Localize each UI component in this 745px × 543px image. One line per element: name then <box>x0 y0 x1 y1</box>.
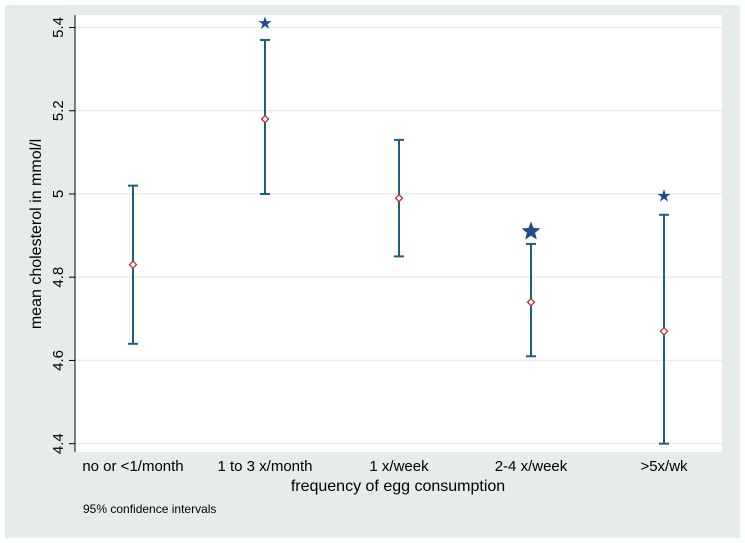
mean-marker <box>394 193 404 203</box>
errorbar-marks <box>128 16 671 445</box>
x-axis-ticks: no or <1/month 1 to 3 x/month 1 x/week 2-4 … <box>82 458 688 475</box>
y-tick-label: 4.4 <box>50 433 67 454</box>
gridlines <box>75 26 722 445</box>
x-tick-label: 1 x/week <box>369 458 429 475</box>
y-tick-label: 5.2 <box>50 100 67 121</box>
x-tick-label: no or <1/month <box>82 458 183 475</box>
y-tick-label: 5.4 <box>50 17 67 38</box>
x-axis-title: frequency of egg consumption <box>291 478 505 495</box>
mean-marker <box>659 326 669 336</box>
y-tick-label: 4.6 <box>50 350 67 371</box>
significance-star <box>258 16 272 29</box>
y-axis-ticks: 4.4 4.6 4.8 5 5.2 5.4 <box>50 17 75 454</box>
y-tick-label: 4.8 <box>50 267 67 288</box>
mean-marker <box>260 114 270 124</box>
mean-marker <box>526 297 536 307</box>
confidence-note: 95% confidence intervals <box>83 502 216 516</box>
y-axis-title: mean cholesterol in mmol/l <box>28 139 45 329</box>
significance-star <box>521 221 541 240</box>
x-tick-label: 1 to 3 x/month <box>217 458 312 475</box>
mean-marker <box>128 260 138 270</box>
significance-star <box>657 189 671 202</box>
x-tick-label: >5x/wk <box>640 458 688 475</box>
x-tick-label: 2-4 x/week <box>495 458 568 475</box>
y-tick-label: 5 <box>50 190 67 198</box>
